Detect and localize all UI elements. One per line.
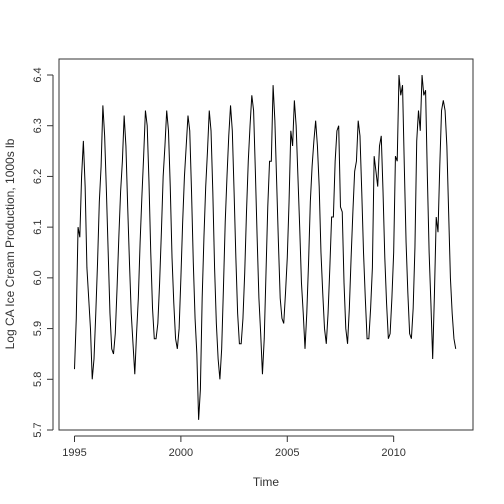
y-tick-label: 6.2 bbox=[32, 169, 44, 184]
data-series-line bbox=[74, 74, 457, 420]
x-tick-label: 2010 bbox=[381, 447, 405, 459]
y-tick-label: 6.0 bbox=[32, 270, 44, 285]
y-tick-label: 5.9 bbox=[32, 321, 44, 336]
x-tick-label: 2005 bbox=[275, 447, 299, 459]
y-tick-label: 5.8 bbox=[32, 372, 44, 387]
y-axis: 5.7 5.8 5.9 6.0 6.1 6.2 6.3 6.4 bbox=[32, 67, 54, 438]
x-tick-label: 1995 bbox=[62, 447, 86, 459]
plot-frame bbox=[58, 58, 474, 431]
y-axis-label: Log CA Ice Cream Production, 1000s lb bbox=[3, 138, 17, 349]
y-tick-label: 6.1 bbox=[32, 219, 44, 234]
y-tick-label: 5.7 bbox=[32, 422, 44, 437]
x-axis: 1995 2000 2005 2010 bbox=[62, 435, 406, 459]
x-tick-label: 2000 bbox=[169, 447, 193, 459]
y-tick-label: 6.3 bbox=[32, 118, 44, 133]
y-tick-label: 6.4 bbox=[32, 67, 44, 82]
x-axis-label: Time bbox=[253, 475, 280, 489]
